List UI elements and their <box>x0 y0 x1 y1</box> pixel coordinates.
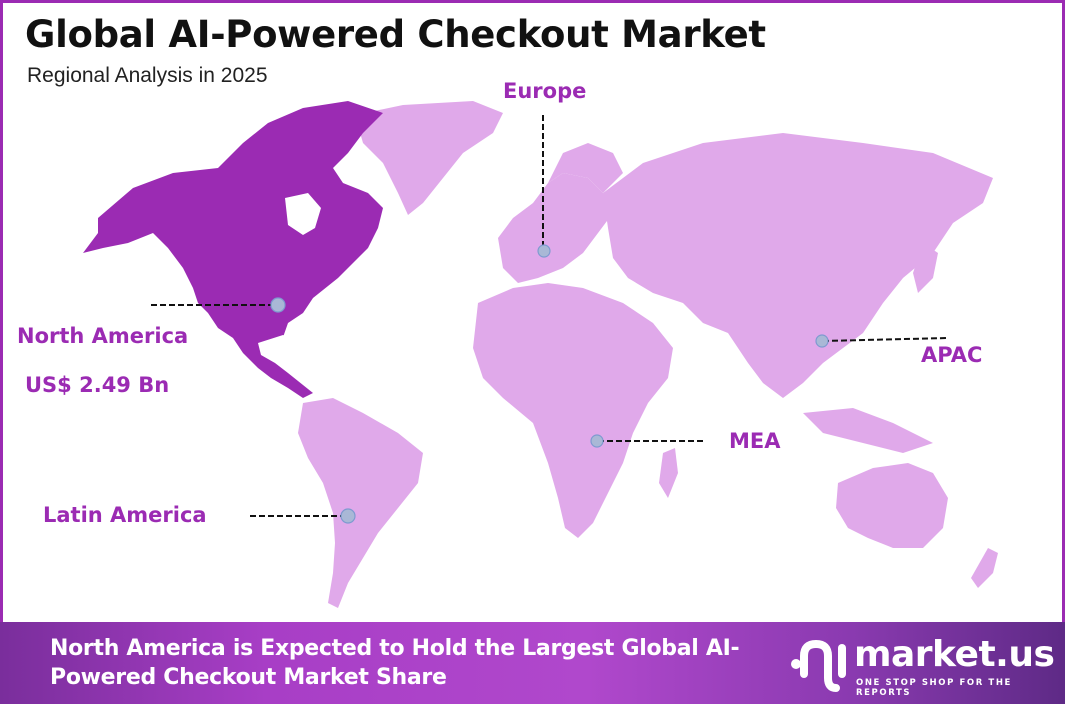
north-america-region <box>83 101 383 398</box>
brand-tagline: ONE STOP SHOP FOR THE REPORTS <box>856 678 1012 698</box>
apac-leader-line <box>822 337 949 342</box>
region-label-north-america: North America <box>17 324 189 348</box>
region-label-mea: MEA <box>729 429 781 453</box>
greenland-region <box>355 101 503 215</box>
region-label-apac: APAC <box>921 343 983 367</box>
brand-logo: market.us ONE STOP SHOP FOR THE REPORTS <box>788 634 1055 698</box>
latin-america-region <box>298 398 423 608</box>
north-america-marker <box>270 297 286 313</box>
market-us-logo-icon <box>791 639 846 692</box>
apac-marker <box>815 334 829 348</box>
region-value-north-america: US$ 2.49 Bn <box>25 373 170 397</box>
mea-marker <box>590 434 604 448</box>
page-title: Global AI-Powered Checkout Market <box>25 13 766 56</box>
footer-headline: North America is Expected to Hold the La… <box>50 636 740 690</box>
latin-america-marker <box>340 508 356 524</box>
world-map <box>83 101 998 608</box>
brand-name: market.us <box>854 634 1055 675</box>
europe-marker <box>537 244 551 258</box>
footer-banner: North America is Expected to Hold the La… <box>0 622 1065 704</box>
africa-region <box>473 283 673 538</box>
page-subtitle: Regional Analysis in 2025 <box>27 64 268 87</box>
region-label-europe: Europe <box>503 79 587 103</box>
asia-region <box>603 133 993 398</box>
europe-region <box>498 173 613 283</box>
australia-region <box>836 463 948 548</box>
region-label-latin-america: Latin America <box>43 503 207 527</box>
